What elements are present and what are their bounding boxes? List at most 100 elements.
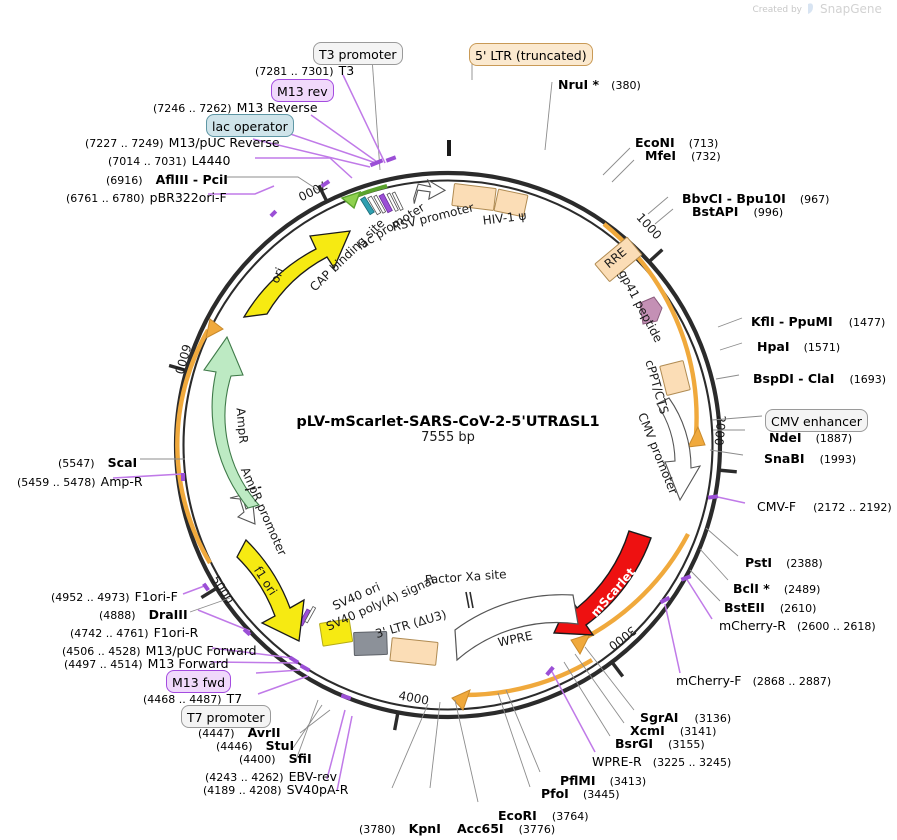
- enzyme-label-acc65i[interactable]: Acc65I (3776): [457, 818, 555, 837]
- primer-label-m13-puc-reverse[interactable]: (7227 .. 7249) M13/pUC Reverse: [85, 132, 280, 151]
- primer-label-mcherry-f[interactable]: mCherry-F (2868 .. 2887): [676, 670, 831, 689]
- enzyme-position: (996): [753, 206, 784, 219]
- primer-label-m13-forward[interactable]: (4497 .. 4514) M13 Forward: [64, 653, 229, 672]
- enzyme-position: (6916): [106, 174, 143, 187]
- enzyme-position: (3780): [359, 823, 396, 836]
- enzyme-label-psti[interactable]: PstI (2388): [745, 552, 823, 571]
- primer-label-t7[interactable]: (4468 .. 4487) T7: [143, 688, 242, 707]
- lac-promoter-block-1: [367, 195, 382, 216]
- feature-cap-lac-blocks: [359, 191, 404, 216]
- enzyme-label-scai[interactable]: (5547) ScaI: [58, 452, 137, 471]
- enzyme-label-mfei[interactable]: MfeI (732): [645, 145, 721, 164]
- enzyme-name: NruI *: [558, 77, 600, 92]
- primer-position: (4189 .. 4208): [203, 784, 282, 797]
- enzyme-label-kfli-ppumi[interactable]: KflI - PpuMI (1477): [751, 311, 885, 330]
- boxed-label-text: M13 rev: [277, 84, 328, 99]
- primer-label-l4440[interactable]: (7014 .. 7031) L4440: [108, 150, 230, 169]
- boxed-label-m13-rev[interactable]: M13 rev: [271, 79, 334, 102]
- boxed-label-t7-promoter[interactable]: T7 promoter: [181, 705, 271, 728]
- enzyme-position: (1993): [819, 453, 857, 466]
- enzyme-name: AflIII - PciI: [155, 172, 228, 187]
- primer-label-wpre-r[interactable]: WPRE-R (3225 .. 3245): [592, 751, 731, 770]
- feature-hiv1-psi-box: [493, 188, 529, 218]
- enzyme-position: (3141): [679, 725, 717, 738]
- primer-label-cmv-f[interactable]: CMV-F (2172 .. 2192): [757, 496, 892, 515]
- lac-promoter-arrow: [340, 184, 388, 210]
- enzyme-name: BclI *: [733, 581, 770, 596]
- enzyme-label-bsteii[interactable]: BstEII (2610): [724, 597, 816, 616]
- enzyme-label-hpai[interactable]: HpaI (1571): [757, 336, 840, 355]
- primer-name: EBV-rev: [288, 769, 338, 784]
- primer-name: pBR322ori-F: [149, 190, 227, 205]
- primer-label-f1ori-r[interactable]: (4742 .. 4761) F1ori-R: [70, 622, 198, 641]
- enzyme-label-kpni[interactable]: (3780) KpnI: [359, 818, 441, 837]
- enzyme-name: KpnI: [408, 821, 441, 836]
- boxed-label-text: M13 fwd: [172, 675, 226, 690]
- enzyme-name: BstAPI: [692, 204, 739, 219]
- enzyme-label-bbvci-bpu10i[interactable]: BbvCI - Bpu10I (967): [682, 188, 829, 207]
- enzyme-position: (3155): [668, 738, 705, 751]
- primer-label-m13-reverse[interactable]: (7246 .. 7262) M13 Reverse: [153, 97, 318, 116]
- enzyme-label-nrui[interactable]: NruI * (380): [558, 74, 641, 93]
- enzyme-position: (3445): [582, 788, 620, 801]
- enzyme-label-sgrai[interactable]: SgrAI (3136): [640, 707, 731, 726]
- primer-name: M13 Reverse: [236, 100, 318, 115]
- enzyme-label-stui[interactable]: (4446) StuI: [216, 735, 294, 754]
- primer-name: SV40pA-R: [286, 782, 349, 797]
- enzyme-label-bsrgi[interactable]: BsrGI (3155): [615, 733, 705, 752]
- enzyme-name: ScaI: [107, 455, 138, 470]
- lac-operator-block: [378, 193, 393, 214]
- boxed-label-m13-fwd[interactable]: M13 fwd: [166, 670, 232, 693]
- enzyme-label-econi[interactable]: EcoNI (713): [635, 132, 718, 151]
- primer-label-pbr322ori-f[interactable]: (6761 .. 6780) pBR322ori-F: [66, 187, 227, 206]
- enzyme-label-bcli[interactable]: BclI * (2489): [733, 578, 820, 597]
- enzyme-label-ndei[interactable]: NdeI (1887): [769, 427, 852, 446]
- enzyme-name: PfoI: [541, 786, 569, 801]
- boxed-label-lac-operator[interactable]: lac operator: [206, 114, 294, 137]
- primer-position: (4742 .. 4761): [70, 627, 149, 640]
- cap-binding-site-block: [359, 196, 375, 216]
- primer-label-f1ori-f[interactable]: (4952 .. 4973) F1ori-F: [51, 586, 178, 605]
- enzyme-label-bspdi-clai[interactable]: BspDI - ClaI (1693): [753, 368, 886, 387]
- enzyme-label-draiii[interactable]: (4888) DraIII: [99, 604, 188, 623]
- primer-position: (2172 .. 2192): [813, 501, 892, 514]
- primer-name: F1ori-R: [153, 625, 199, 640]
- t3-block: [391, 191, 404, 211]
- feature-sv40-polya-box: [353, 630, 388, 657]
- enzyme-label-xcmi[interactable]: XcmI (3141): [630, 720, 716, 739]
- enzyme-label-snabi[interactable]: SnaBI (1993): [764, 448, 856, 467]
- enzyme-name: PstI: [745, 555, 773, 570]
- primer-label-sv40pa-r[interactable]: (4189 .. 4208) SV40pA-R: [203, 779, 348, 798]
- feature-label-factor-xa-site: Factor Xa site: [425, 567, 507, 587]
- snapgene-watermark: Created by SnapGene: [752, 2, 881, 16]
- primer-position: (4468 .. 4487): [143, 693, 222, 706]
- tick-label-4000: 4000: [397, 688, 430, 707]
- primer-label-m13-puc-forward[interactable]: (4506 .. 4528) M13/pUC Forward: [62, 640, 257, 659]
- feature-label-ampr: AmpR: [233, 407, 250, 444]
- enzyme-position: (380): [611, 79, 641, 92]
- watermark-prefix: Created by: [752, 5, 802, 15]
- primer-label-ebv-rev[interactable]: (4243 .. 4262) EBV-rev: [205, 766, 337, 785]
- enzyme-label-avrii[interactable]: (4447) AvrII: [198, 722, 281, 741]
- enzyme-label-bstapi[interactable]: BstAPI (996): [692, 201, 783, 220]
- enzyme-label-afliii-pcii[interactable]: (6916) AflIII - PciI: [106, 169, 228, 188]
- primer-label-mcherry-r[interactable]: mCherry-R (2600 .. 2618): [719, 615, 876, 634]
- enzyme-label-ecori[interactable]: EcoRI (3764): [498, 805, 588, 824]
- enzyme-name: BsrGI: [615, 736, 654, 751]
- enzyme-position: (2610): [779, 602, 817, 615]
- primer-position: (4243 .. 4262): [205, 771, 284, 784]
- enzyme-label-pfoi[interactable]: PfoI (3445): [541, 783, 620, 802]
- feature-cppt-cts-box: [659, 360, 691, 396]
- boxed-label-5ltr-truncated[interactable]: 5' LTR (truncated): [469, 43, 593, 66]
- primer-label-t3[interactable]: (7281 .. 7301) T3: [255, 60, 354, 79]
- feature-label-ori: ori: [268, 265, 287, 285]
- enzyme-label-sfii[interactable]: (4400) SfiI: [239, 748, 312, 767]
- boxed-label-t3-promoter[interactable]: T3 promoter: [313, 42, 403, 65]
- primer-position: (7014 .. 7031): [108, 155, 187, 168]
- primer-name: L4440: [191, 153, 231, 168]
- enzyme-label-pflmi[interactable]: PflMI (3413): [560, 770, 646, 789]
- feature-gp41-peptide-box: [639, 296, 663, 325]
- primer-name: M13/pUC Forward: [145, 643, 257, 658]
- boxed-label-cmv-enhancer[interactable]: CMV enhancer: [765, 409, 868, 432]
- primer-label-amp-r[interactable]: (5459 .. 5478) Amp-R: [17, 471, 143, 490]
